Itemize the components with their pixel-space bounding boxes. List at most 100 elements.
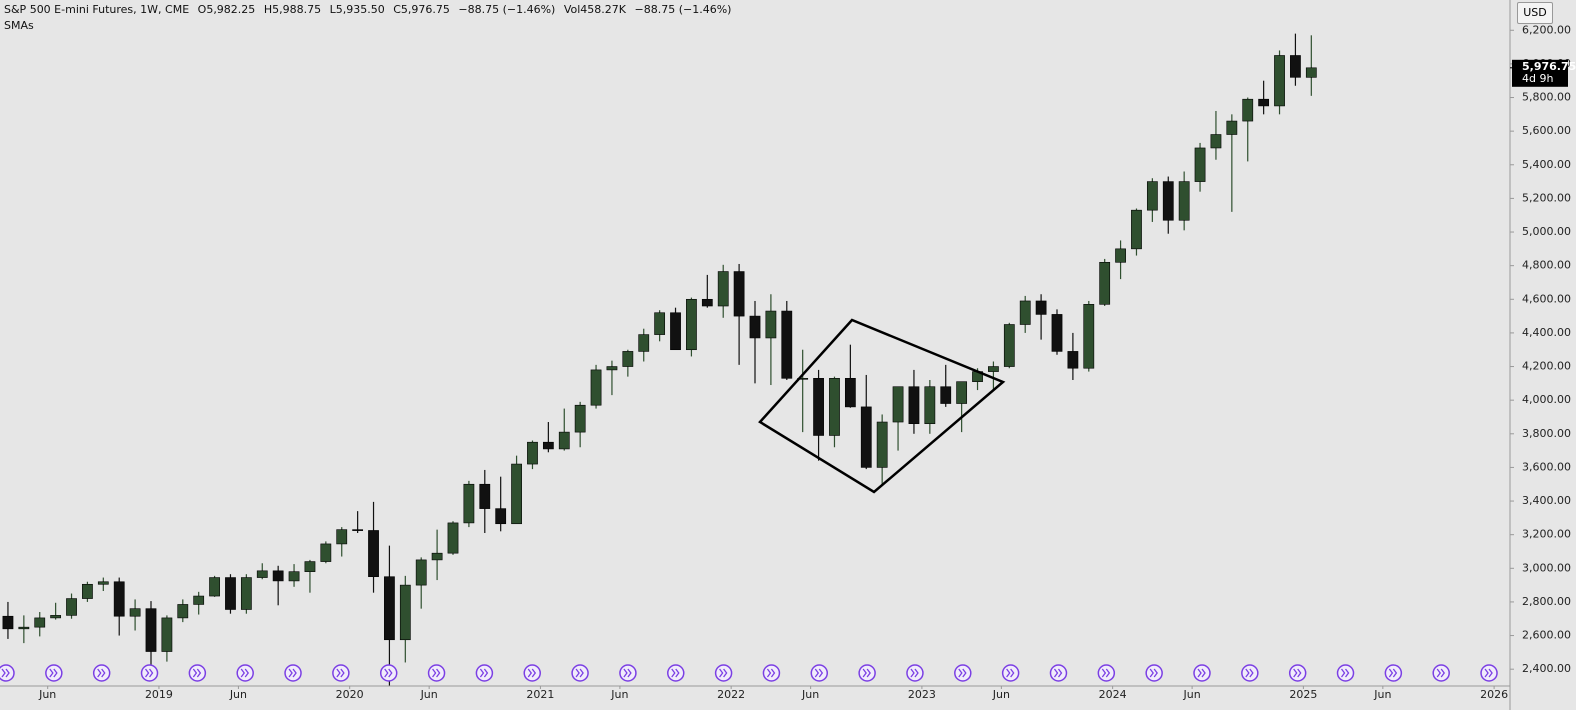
- x-tick-label: 2022: [717, 688, 745, 701]
- x-tick-label: Jun: [38, 688, 56, 701]
- event-icon-glyph: [1197, 668, 1206, 678]
- event-icon[interactable]: [427, 664, 446, 682]
- event-icon[interactable]: [1001, 664, 1020, 682]
- candle-body: [1146, 181, 1158, 211]
- y-tick-label: 3,000.00: [1522, 561, 1571, 574]
- event-icon-glyph: [766, 668, 776, 678]
- candle-body: [161, 617, 173, 652]
- event-icon[interactable]: [1384, 664, 1403, 682]
- event-icon-glyph: [97, 668, 106, 678]
- candle-body: [940, 386, 952, 404]
- event-icon[interactable]: [1432, 664, 1450, 682]
- candle-body: [1162, 181, 1174, 221]
- event-icon[interactable]: [571, 664, 589, 682]
- x-tick-label: 2024: [1099, 688, 1127, 701]
- event-icon[interactable]: [906, 664, 924, 682]
- candle-body: [781, 310, 793, 379]
- event-icon[interactable]: [1145, 664, 1163, 682]
- event-icon-glyph: [719, 668, 728, 678]
- y-tick-label: 3,400.00: [1522, 494, 1571, 507]
- event-icon[interactable]: [140, 664, 159, 682]
- event-icon[interactable]: [1241, 664, 1259, 682]
- last-price-tag: [1512, 59, 1568, 87]
- candle-body: [1290, 55, 1301, 78]
- event-icon-glyph: [1293, 668, 1302, 678]
- y-tick-label: 3,600.00: [1522, 460, 1571, 473]
- candle-body: [765, 310, 777, 339]
- event-icon-glyph: [432, 668, 441, 678]
- event-icon[interactable]: [714, 664, 733, 682]
- event-icon-glyph: [336, 668, 345, 678]
- y-tick-label: 2,800.00: [1522, 595, 1571, 608]
- candle-body: [542, 441, 554, 450]
- candle-body: [177, 604, 189, 619]
- x-tick-label: Jun: [1373, 688, 1391, 701]
- y-tick-label: 3,800.00: [1522, 427, 1571, 440]
- event-icon-glyph: [479, 668, 489, 678]
- event-icon-glyph: [623, 668, 632, 678]
- currency-button[interactable]: USD: [1517, 2, 1553, 24]
- event-icon[interactable]: [810, 664, 829, 682]
- event-icon[interactable]: [1193, 664, 1211, 682]
- candle-body: [399, 584, 411, 641]
- y-tick-label: 6,200.00: [1522, 23, 1571, 36]
- event-icon[interactable]: [1097, 664, 1116, 682]
- event-icon[interactable]: [332, 664, 350, 682]
- event-icon[interactable]: [284, 664, 302, 682]
- x-tick-label: 2026: [1480, 688, 1508, 701]
- candle-body: [1242, 98, 1254, 122]
- event-icon[interactable]: [236, 664, 254, 682]
- candle-body: [733, 271, 745, 317]
- event-icon[interactable]: [667, 664, 685, 682]
- y-tick-label: 4,600.00: [1522, 292, 1571, 305]
- candle-body: [813, 378, 824, 436]
- event-icon[interactable]: [188, 664, 207, 682]
- symbol[interactable]: S&P 500 E-mini Futures, 1W, CME: [4, 3, 190, 16]
- event-icon[interactable]: [379, 664, 398, 682]
- event-icon[interactable]: [1049, 664, 1068, 682]
- event-icon[interactable]: [1336, 664, 1355, 682]
- candle-body: [1051, 314, 1063, 352]
- indicator-legend[interactable]: SMAs: [4, 19, 34, 32]
- event-icon[interactable]: [92, 664, 111, 682]
- event-icon-glyph: [240, 668, 250, 678]
- candle-body: [1194, 147, 1206, 182]
- event-icon-glyph: [1436, 668, 1446, 678]
- event-icon-glyph: [862, 668, 871, 678]
- event-icons: [0, 664, 1498, 682]
- candle-body: [749, 315, 761, 339]
- event-icon-glyph: [814, 668, 824, 678]
- event-icon-glyph: [192, 668, 202, 678]
- candle-body: [717, 271, 729, 307]
- candle-body: [97, 581, 109, 585]
- event-icon-glyph: [575, 668, 584, 678]
- candle-body: [352, 529, 364, 531]
- candle-body: [558, 431, 570, 450]
- event-icon-glyph: [288, 668, 297, 678]
- event-icon[interactable]: [475, 664, 494, 682]
- candle-body: [225, 577, 236, 610]
- candle-body: [1131, 209, 1142, 250]
- event-icon[interactable]: [523, 664, 541, 682]
- event-icon[interactable]: [1288, 664, 1307, 682]
- event-icon[interactable]: [619, 664, 637, 682]
- candle-body: [1019, 300, 1031, 325]
- event-icon[interactable]: [0, 664, 15, 682]
- candle-body: [320, 543, 332, 562]
- event-icon[interactable]: [1480, 664, 1498, 682]
- candle-body: [701, 298, 713, 307]
- event-icon[interactable]: [858, 664, 876, 682]
- event-icon[interactable]: [762, 664, 781, 682]
- candle-body: [66, 598, 77, 616]
- y-tick-label: 4,800.00: [1522, 259, 1571, 272]
- candle-body: [1003, 324, 1015, 367]
- candle-body: [1035, 300, 1047, 315]
- event-icon[interactable]: [45, 664, 63, 682]
- diamond-pattern-drawing[interactable]: [758, 318, 1006, 494]
- candle-body: [924, 386, 936, 425]
- volume-change: −88.75 (−1.46%): [634, 3, 732, 16]
- candle-body: [336, 529, 348, 545]
- event-icon[interactable]: [954, 664, 972, 682]
- candle-body: [272, 570, 284, 582]
